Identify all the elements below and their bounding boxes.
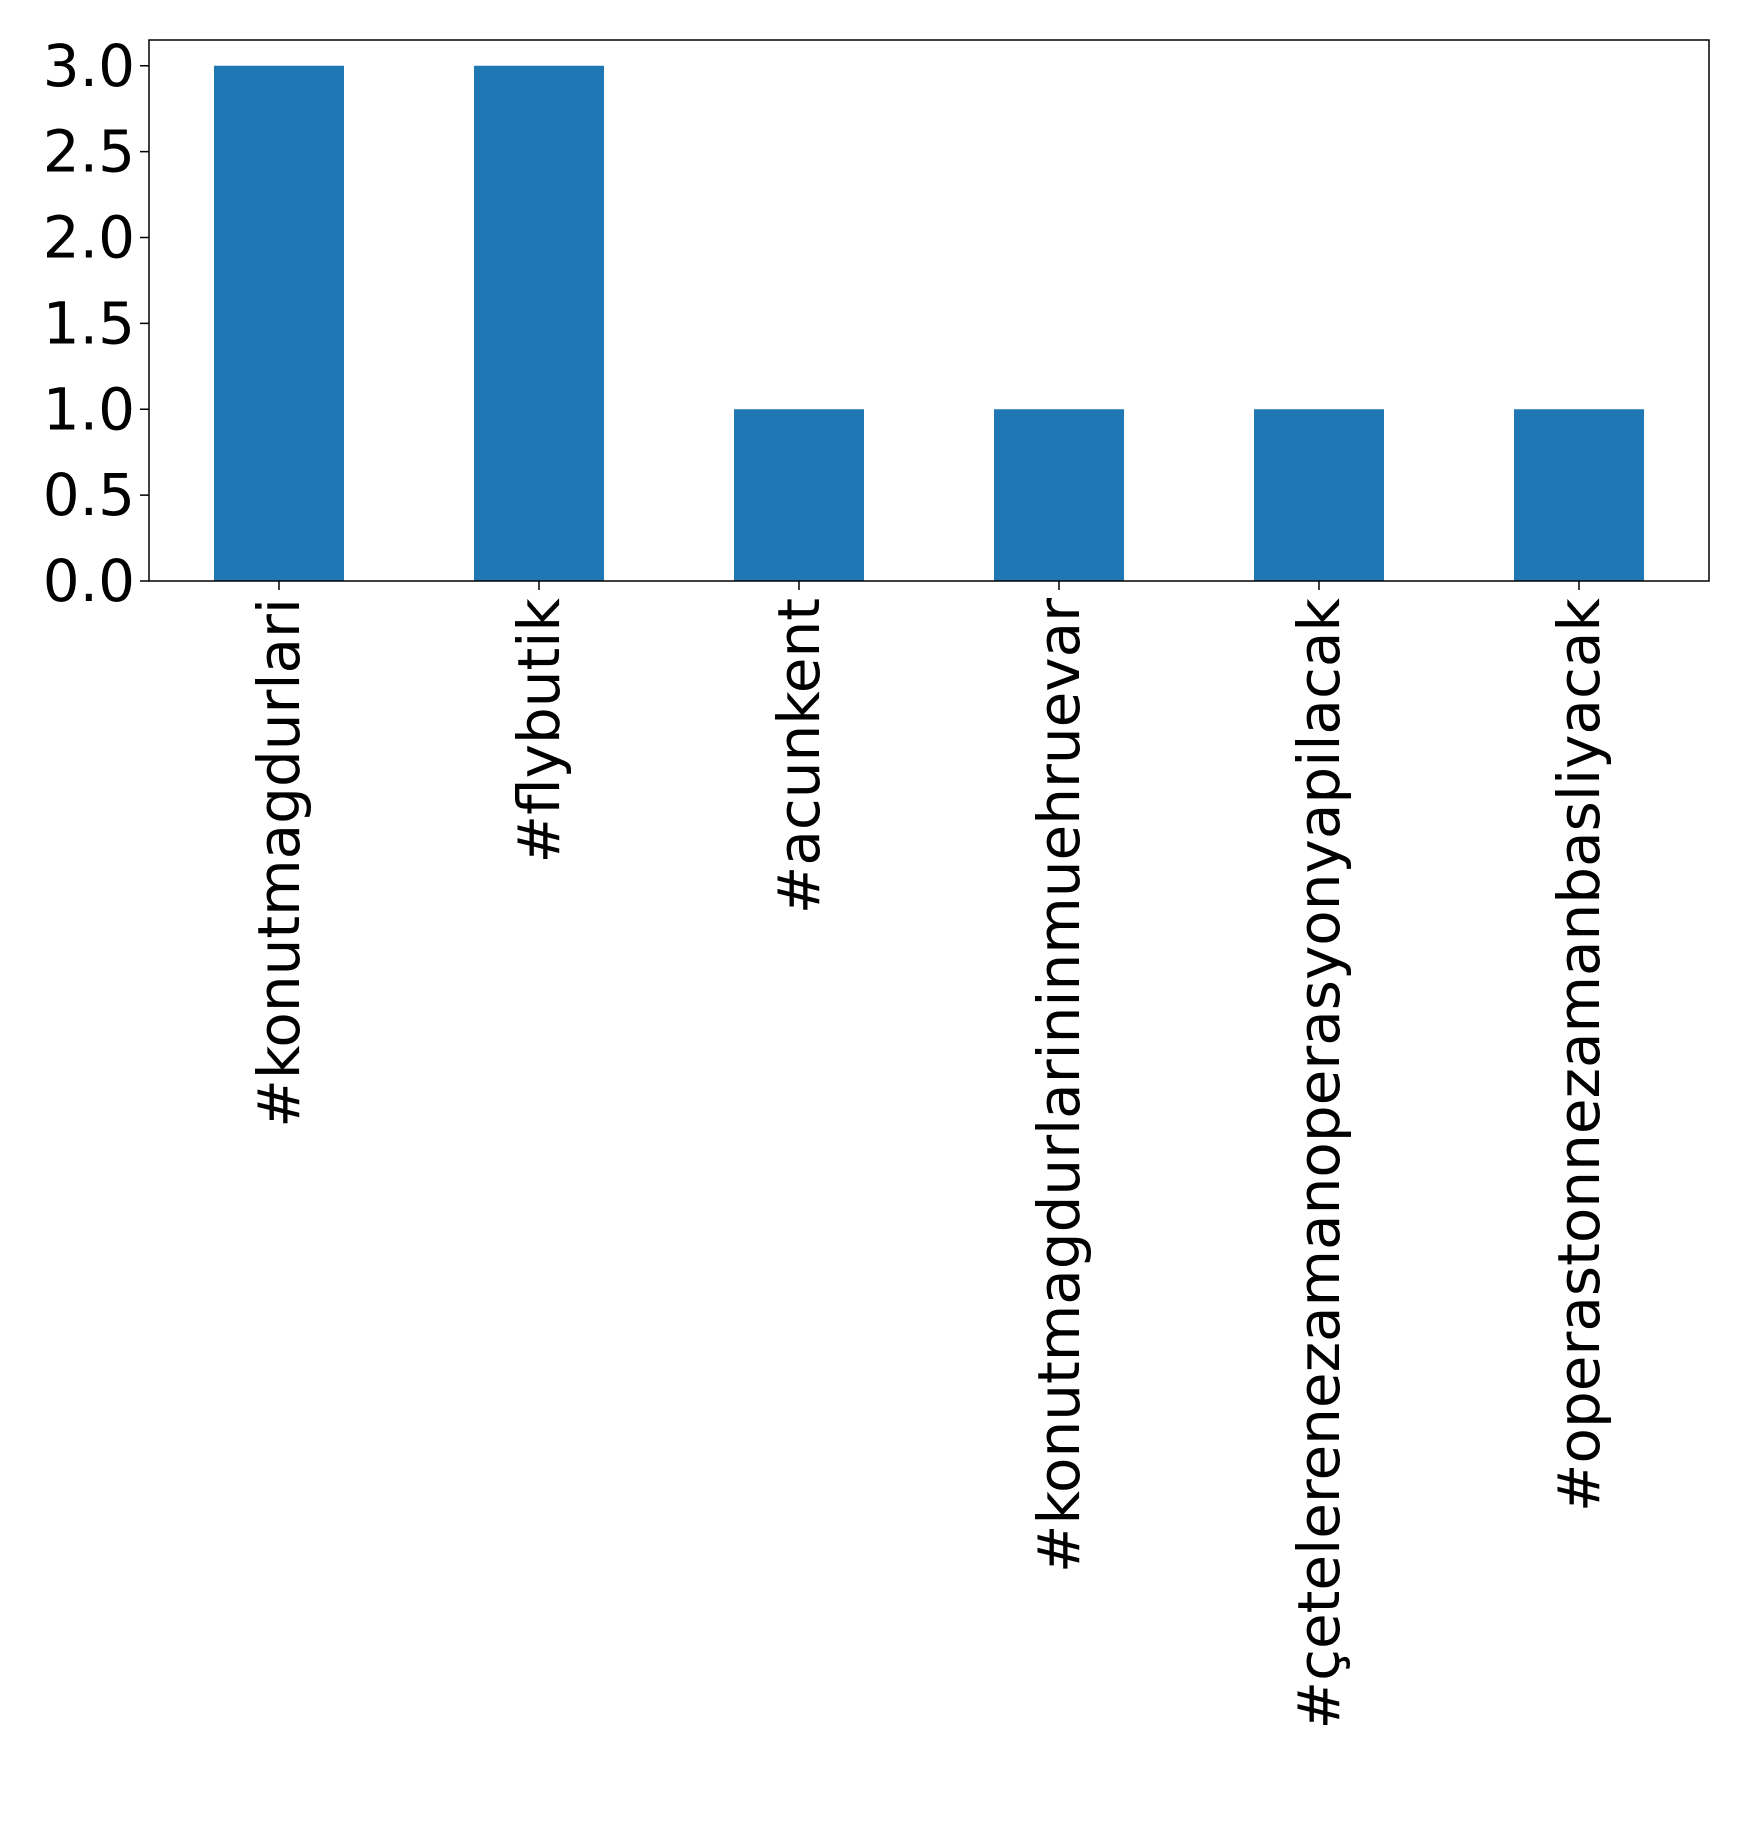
bar-1 (474, 65, 604, 581)
bars-group (214, 65, 1644, 581)
x-tick-label-2: #acunkent (765, 598, 833, 914)
y-tick-label-2: 1.0 (43, 375, 135, 443)
bar-2 (734, 409, 864, 581)
y-axis: 0.0 0.5 1.0 1.5 2.0 2.5 3.0 (43, 32, 149, 615)
x-tick-label-1: #flybutik (505, 598, 573, 864)
x-tick-label-3: #konutmagdurlarininmuehruevar (1025, 598, 1093, 1573)
bar-0 (214, 65, 344, 581)
x-axis: #konutmagdurlari #flybutik #acunkent #konut… (245, 581, 1613, 1730)
x-tick-label-5: #operastonnezamanbasliyacak (1545, 598, 1613, 1513)
plot-frame (148, 39, 1710, 582)
y-tick-label-3: 1.5 (43, 289, 135, 357)
y-tick-label-6: 3.0 (43, 32, 135, 100)
y-tick-label-4: 2.0 (43, 204, 135, 272)
bar-4 (1254, 409, 1384, 581)
x-tick-label-0: #konutmagdurlari (245, 598, 313, 1128)
bar-3 (994, 409, 1124, 581)
y-tick-label-0: 0.0 (43, 547, 135, 615)
x-tick-label-4: #çetelerenezamanoperasyonyapilacak (1285, 598, 1353, 1730)
y-tick-label-5: 2.5 (43, 118, 135, 186)
y-tick-label-1: 0.5 (43, 461, 135, 529)
bar-5 (1514, 409, 1644, 581)
